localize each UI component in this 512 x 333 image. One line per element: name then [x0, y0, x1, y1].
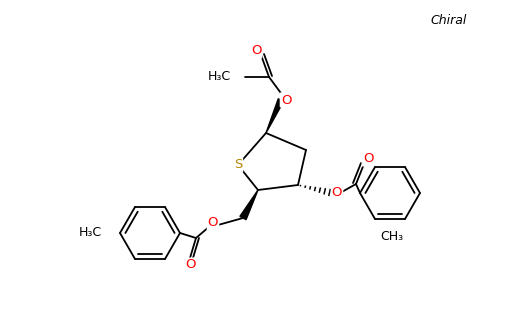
Text: S: S: [234, 159, 242, 171]
Text: O: O: [281, 94, 291, 107]
Text: Chiral: Chiral: [430, 14, 466, 27]
Polygon shape: [266, 99, 284, 133]
Text: O: O: [332, 186, 342, 199]
Text: CH₃: CH₃: [380, 229, 403, 242]
Text: H₃C: H₃C: [79, 226, 102, 239]
Text: O: O: [362, 153, 373, 166]
Polygon shape: [240, 190, 258, 220]
Text: O: O: [251, 45, 261, 58]
Text: O: O: [208, 216, 218, 229]
Text: H₃C: H₃C: [208, 70, 231, 83]
Text: O: O: [186, 258, 196, 271]
